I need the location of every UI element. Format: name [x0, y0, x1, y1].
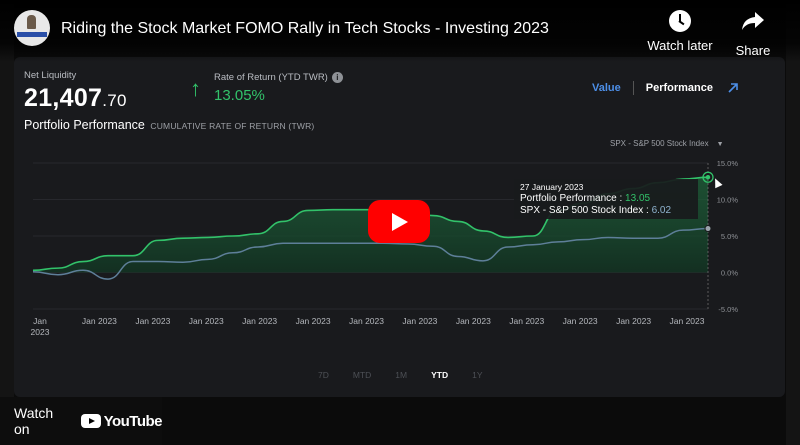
left-frame: [0, 0, 14, 445]
up-arrow-icon: ↑: [190, 76, 201, 101]
x-tick-label: Jan: [33, 316, 47, 326]
clock-icon: [669, 10, 691, 32]
x-tick-label: Jan 2023: [242, 316, 277, 326]
net-liquidity-value: 21,407.70: [24, 84, 127, 113]
x-tick-label: Jan 2023: [563, 316, 598, 326]
net-liquidity-label: Net Liquidity: [24, 70, 77, 81]
youtube-logo-icon: [80, 414, 101, 428]
y-tick-label: 10.0%: [717, 196, 739, 205]
channel-avatar[interactable]: [14, 10, 50, 46]
section-title-text: Portfolio Performance: [24, 118, 145, 132]
share-label: Share: [735, 43, 771, 58]
x-tick-label: Jan 2023: [189, 316, 224, 326]
tooltip-spx: SPX - S&P 500 Stock Index : 6.02: [520, 205, 671, 216]
ror-value: 13.05%: [214, 87, 265, 104]
tab-value[interactable]: Value: [592, 82, 621, 94]
x-tick-label: Jan 2023: [670, 316, 705, 326]
x-tick-label: Jan 2023: [509, 316, 544, 326]
chevron-down-icon: ▼: [716, 141, 724, 148]
tab-performance[interactable]: Performance: [645, 82, 714, 94]
watch-on-label: Watch on: [14, 405, 54, 437]
view-tabs: Value Performance: [592, 81, 739, 95]
avatar-figure: [27, 15, 36, 29]
play-button[interactable]: [368, 200, 430, 243]
watch-on-youtube-button[interactable]: Watch on YouTube: [0, 397, 163, 445]
section-title: Portfolio Performance CUMULATIVE RATE OF…: [24, 118, 314, 132]
benchmark-select[interactable]: SPX - S&P 500 Stock Index ▼: [610, 139, 724, 148]
range-7d[interactable]: 7D: [318, 370, 329, 380]
section-subtitle: CUMULATIVE RATE OF RETURN (TWR): [150, 121, 315, 131]
ror-label-text: Rate of Return (YTD TWR): [214, 72, 328, 83]
x-tick-label: Jan 2023: [456, 316, 491, 326]
range-1m[interactable]: 1M: [395, 370, 408, 380]
tooltip-spx-value: 6.02: [651, 205, 672, 216]
share-icon: [742, 12, 764, 30]
chart-tooltip: 27 January 2023 Portfolio Performance : …: [514, 179, 698, 219]
x-tick-label: Jan 2023: [135, 316, 170, 326]
benchmark-select-label: SPX - S&P 500 Stock Index: [610, 139, 709, 148]
net-liquidity-int: 21,407: [24, 84, 103, 112]
video-title[interactable]: Riding the Stock Market FOMO Rally in Te…: [61, 20, 549, 37]
watch-later-button[interactable]: Watch later: [636, 10, 724, 53]
portfolio-marker: [705, 175, 711, 180]
x-tick-label: Jan 2023: [616, 316, 651, 326]
tab-divider: [632, 81, 634, 95]
x-tick-label: Jan 2023: [402, 316, 437, 326]
y-tick-label: 0.0%: [721, 269, 738, 278]
right-frame: [786, 0, 800, 445]
benchmark-line: [32, 227, 709, 280]
y-tick-label: -5.0%: [718, 305, 738, 314]
tooltip-portfolio: Portfolio Performance : 13.05: [520, 193, 650, 204]
external-link-icon[interactable]: [727, 82, 739, 94]
watch-later-label: Watch later: [647, 38, 713, 53]
youtube-wordmark: YouTube: [103, 412, 163, 430]
share-button[interactable]: Share: [722, 10, 784, 58]
ror-label: Rate of Return (YTD TWR) i: [214, 72, 343, 83]
range-mtd[interactable]: MTD: [352, 370, 372, 380]
tooltip-spx-label: SPX - S&P 500 Stock Index :: [520, 205, 652, 216]
net-liquidity-dec: .70: [102, 91, 127, 110]
y-tick-label: 15.0%: [717, 159, 739, 168]
x-tick-label: 2023: [31, 327, 50, 337]
tooltip-portfolio-label: Portfolio Performance :: [520, 193, 626, 204]
tooltip-portfolio-value: 13.05: [625, 193, 651, 204]
range-ytd[interactable]: YTD: [431, 370, 449, 380]
y-tick-label: 5.0%: [721, 232, 738, 241]
portfolio-marker-ring: [702, 171, 714, 183]
range-selector: 7D MTD 1M YTD 1Y: [318, 370, 507, 380]
x-tick-label: Jan 2023: [296, 316, 331, 326]
info-icon[interactable]: i: [331, 72, 343, 83]
benchmark-marker: [704, 225, 712, 233]
tooltip-date: 27 January 2023: [520, 182, 584, 192]
avatar-banner: [17, 32, 47, 37]
x-tick-label: Jan 2023: [82, 316, 117, 326]
range-1y[interactable]: 1Y: [472, 370, 483, 380]
x-tick-label: Jan 2023: [349, 316, 384, 326]
video-title-bar: Riding the Stock Market FOMO Rally in Te…: [0, 0, 800, 62]
